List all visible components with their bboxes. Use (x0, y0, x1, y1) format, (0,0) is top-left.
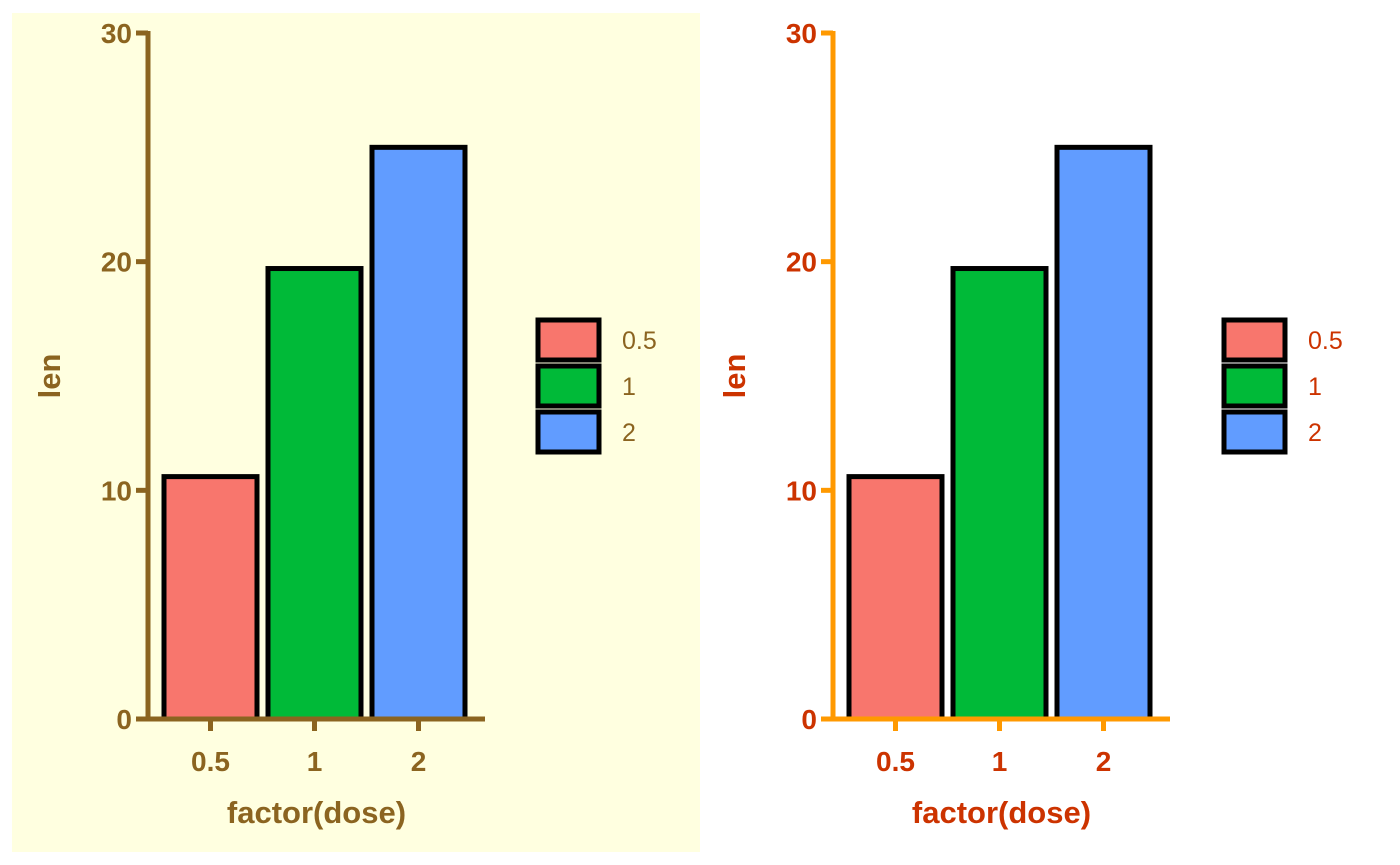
y-tick-label: 0 (116, 704, 132, 735)
legend-key (1221, 409, 1288, 455)
legend-key (1221, 317, 1288, 363)
x-axis-title: factor(dose) (912, 795, 1091, 830)
y-tick-label: 20 (786, 247, 817, 278)
bar (369, 144, 468, 722)
legend-key (535, 363, 602, 409)
legend-key (535, 409, 602, 455)
legend-label: 1 (622, 373, 636, 401)
x-tick-label: 2 (1096, 746, 1112, 777)
y-tick-label: 20 (101, 247, 132, 278)
x-axis-title: factor(dose) (227, 795, 406, 830)
bar (950, 266, 1049, 722)
bar (1054, 144, 1153, 722)
legend-label: 0.5 (622, 327, 657, 355)
bar (265, 266, 364, 722)
legend-key (1221, 363, 1288, 409)
bar (846, 474, 945, 722)
y-tick-label: 0 (801, 704, 817, 735)
bar (161, 474, 260, 722)
y-tick-label: 10 (101, 475, 132, 506)
y-axis-title: len (32, 354, 67, 399)
y-tick-label: 30 (786, 18, 817, 49)
legend-label: 1 (1308, 373, 1322, 401)
x-tick-label: 2 (411, 746, 427, 777)
legend-key (535, 317, 602, 363)
legend-label: 2 (1308, 419, 1322, 447)
x-tick-label: 1 (307, 746, 323, 777)
y-axis-title: len (717, 354, 752, 399)
y-tick-label: 30 (101, 18, 132, 49)
legend-label: 2 (622, 419, 636, 447)
x-tick-label: 0.5 (876, 746, 915, 777)
x-tick-label: 0.5 (191, 746, 230, 777)
x-tick-label: 1 (992, 746, 1008, 777)
y-tick-label: 10 (786, 475, 817, 506)
legend-label: 0.5 (1308, 327, 1343, 355)
